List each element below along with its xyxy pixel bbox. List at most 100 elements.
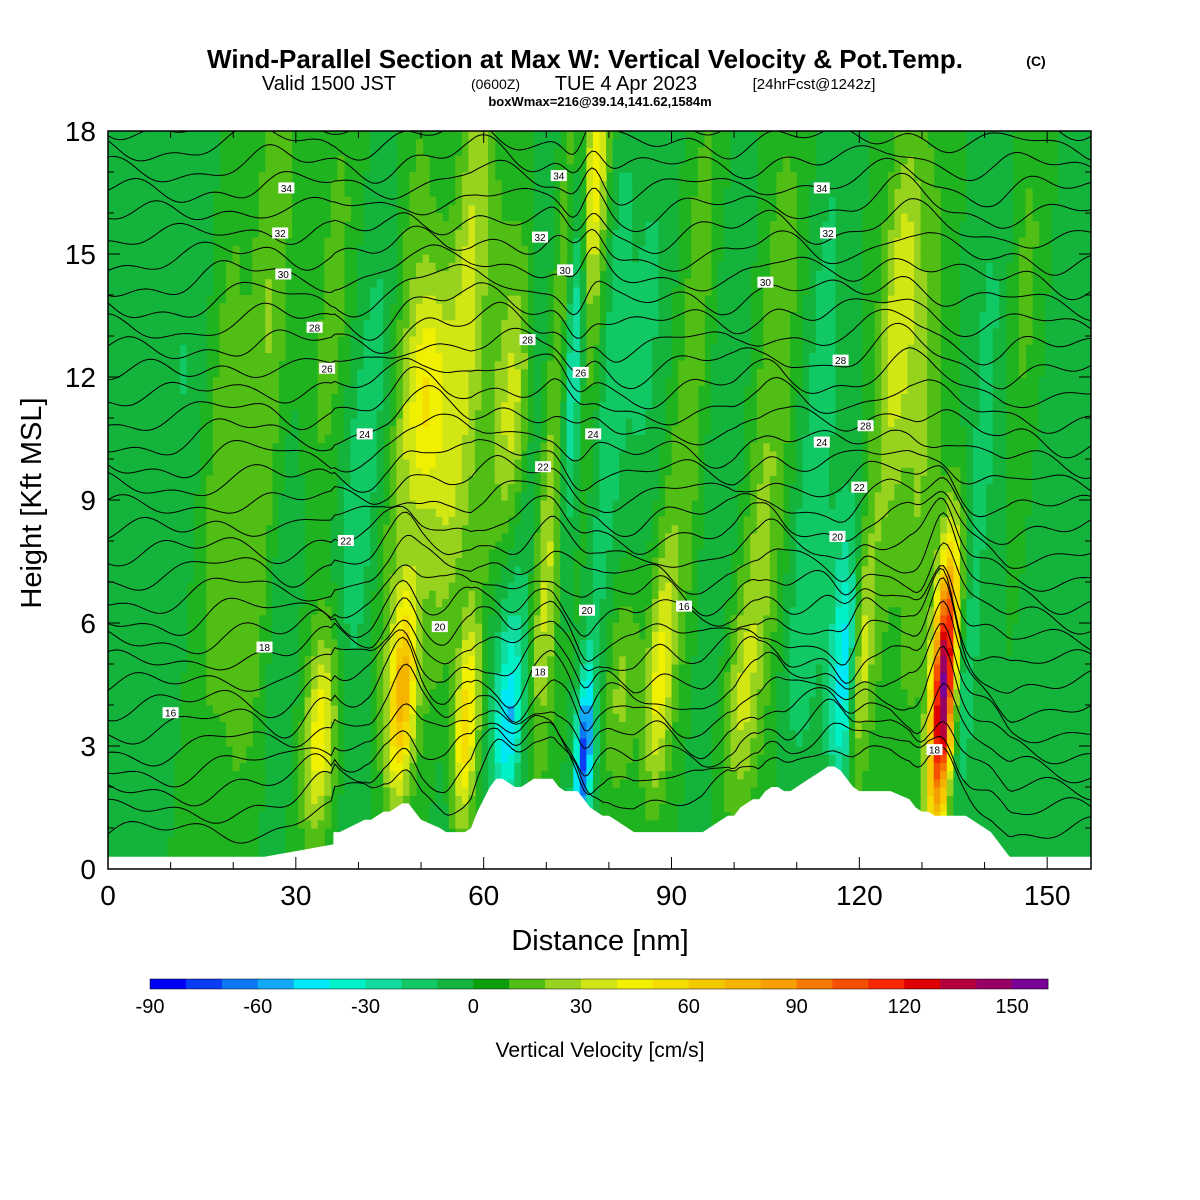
velocity-cell xyxy=(147,483,155,493)
velocity-cell xyxy=(383,278,391,288)
velocity-cell xyxy=(186,286,194,296)
velocity-cell xyxy=(265,778,273,788)
velocity-cell xyxy=(324,393,332,403)
velocity-cell xyxy=(553,614,561,624)
velocity-cell xyxy=(429,286,437,296)
velocity-cell xyxy=(533,549,542,558)
velocity-cell xyxy=(494,770,502,780)
velocity-cell xyxy=(501,385,509,394)
velocity-cell xyxy=(127,336,135,345)
velocity-cell xyxy=(494,705,502,714)
velocity-cell xyxy=(265,475,273,485)
velocity-cell xyxy=(166,483,175,493)
velocity-cell xyxy=(422,500,430,509)
velocity-cell xyxy=(514,729,522,739)
velocity-cell xyxy=(343,606,352,616)
velocity-cell xyxy=(153,655,162,665)
velocity-cell xyxy=(324,278,332,288)
velocity-cell xyxy=(448,565,456,575)
velocity-cell xyxy=(579,639,587,649)
velocity-cell xyxy=(225,401,234,411)
velocity-cell xyxy=(448,491,456,501)
velocity-cell xyxy=(232,319,240,329)
velocity-cell xyxy=(311,754,319,763)
velocity-cell xyxy=(317,819,325,829)
velocity-cell xyxy=(180,377,188,386)
velocity-cell xyxy=(370,221,378,230)
velocity-cell xyxy=(540,754,548,763)
velocity-cell xyxy=(363,623,371,632)
velocity-cell xyxy=(140,475,148,485)
velocity-cell xyxy=(376,254,384,263)
velocity-cell xyxy=(219,582,227,591)
velocity-cell xyxy=(468,729,476,739)
velocity-cell xyxy=(435,221,443,230)
velocity-cell xyxy=(114,565,122,575)
velocity-cell xyxy=(560,303,568,312)
velocity-cell xyxy=(481,172,489,181)
velocity-cell xyxy=(212,606,220,616)
velocity-cell xyxy=(219,385,227,394)
velocity-cell xyxy=(376,696,384,706)
velocity-cell xyxy=(376,327,384,337)
velocity-cell xyxy=(252,672,260,681)
velocity-cell xyxy=(140,418,148,427)
velocity-cell xyxy=(153,188,162,198)
velocity-cell xyxy=(193,139,201,148)
velocity-cell xyxy=(514,737,522,747)
velocity-cell xyxy=(343,508,352,517)
velocity-cell xyxy=(265,303,273,312)
velocity-cell xyxy=(258,844,266,854)
velocity-cell xyxy=(357,450,365,460)
velocity-cell xyxy=(514,664,522,673)
velocity-cell xyxy=(127,844,135,854)
velocity-cell xyxy=(370,196,378,206)
velocity-cell xyxy=(166,196,175,206)
velocity-cell xyxy=(455,418,463,427)
velocity-cell xyxy=(140,221,148,230)
velocity-cell xyxy=(180,278,188,288)
velocity-cell xyxy=(265,762,273,772)
velocity-cell xyxy=(186,442,194,452)
velocity-cell xyxy=(271,327,279,337)
velocity-cell xyxy=(311,803,319,813)
velocity-cell xyxy=(573,631,581,640)
velocity-cell xyxy=(317,655,325,665)
velocity-cell xyxy=(317,639,325,649)
velocity-cell xyxy=(350,713,358,722)
velocity-cell xyxy=(586,696,594,706)
velocity-cell xyxy=(284,631,293,640)
velocity-cell xyxy=(239,598,247,608)
velocity-cell xyxy=(494,311,502,321)
velocity-cell xyxy=(343,762,352,772)
velocity-cell xyxy=(291,631,299,640)
velocity-cell xyxy=(442,606,450,616)
velocity-cell xyxy=(134,278,142,288)
velocity-cell xyxy=(245,532,253,542)
velocity-cell xyxy=(468,639,476,649)
velocity-cell xyxy=(435,639,443,649)
velocity-cell xyxy=(337,573,345,583)
velocity-cell xyxy=(317,426,325,435)
velocity-cell xyxy=(376,688,384,698)
velocity-cell xyxy=(429,360,437,370)
velocity-cell xyxy=(461,721,470,731)
velocity-cell xyxy=(376,360,384,370)
velocity-cell xyxy=(416,450,424,460)
velocity-cell xyxy=(317,664,325,673)
velocity-cell xyxy=(416,172,424,181)
velocity-cell xyxy=(127,705,135,714)
velocity-cell xyxy=(468,147,476,157)
velocity-cell xyxy=(566,516,574,526)
velocity-cell xyxy=(422,393,430,403)
velocity-cell xyxy=(311,631,319,640)
velocity-cell xyxy=(507,573,515,583)
velocity-cell xyxy=(252,565,260,575)
velocity-cell xyxy=(547,696,555,706)
velocity-cell xyxy=(121,147,129,157)
velocity-cell xyxy=(396,598,404,608)
velocity-cell xyxy=(507,721,515,731)
velocity-cell xyxy=(474,483,483,493)
velocity-cell xyxy=(533,204,542,214)
velocity-cell xyxy=(271,803,279,813)
